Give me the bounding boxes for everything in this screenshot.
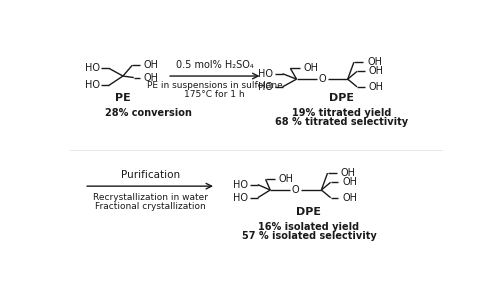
Text: O: O [292, 185, 300, 195]
Text: 28% conversion: 28% conversion [105, 108, 192, 118]
Text: Recrystallization in water: Recrystallization in water [92, 193, 208, 202]
Text: OH: OH [278, 174, 293, 184]
Text: Fractional crystallization: Fractional crystallization [94, 202, 206, 211]
Text: 19% titrated yield: 19% titrated yield [292, 108, 391, 118]
Text: 68 % titrated selectivity: 68 % titrated selectivity [275, 117, 408, 127]
Text: PE in suspensions in sulfolane: PE in suspensions in sulfolane [146, 81, 282, 90]
Text: OH: OH [342, 177, 357, 187]
Text: 16% isolated yield: 16% isolated yield [258, 222, 360, 232]
Text: OH: OH [368, 66, 384, 76]
Text: HO: HO [258, 82, 274, 92]
Text: HO: HO [258, 69, 274, 79]
Text: DPE: DPE [296, 207, 322, 217]
Text: OH: OH [144, 60, 159, 70]
Text: HO: HO [234, 193, 248, 203]
Text: HO: HO [84, 63, 100, 73]
Text: OH: OH [340, 168, 355, 178]
Text: OH: OH [304, 63, 318, 73]
Text: O: O [318, 74, 326, 84]
Text: OH: OH [144, 73, 159, 82]
Text: OH: OH [367, 57, 382, 67]
Text: HO: HO [84, 80, 100, 90]
Text: DPE: DPE [329, 93, 354, 103]
Text: HO: HO [234, 180, 248, 190]
Text: 0.5 mol% H₂SO₄: 0.5 mol% H₂SO₄ [176, 60, 254, 70]
Text: OH: OH [368, 82, 384, 92]
Text: OH: OH [342, 193, 357, 203]
Text: PE: PE [115, 93, 131, 103]
Text: 175°C for 1 h: 175°C for 1 h [184, 90, 244, 99]
Text: Purification: Purification [120, 169, 180, 180]
Text: 57 % isolated selectivity: 57 % isolated selectivity [242, 231, 376, 241]
